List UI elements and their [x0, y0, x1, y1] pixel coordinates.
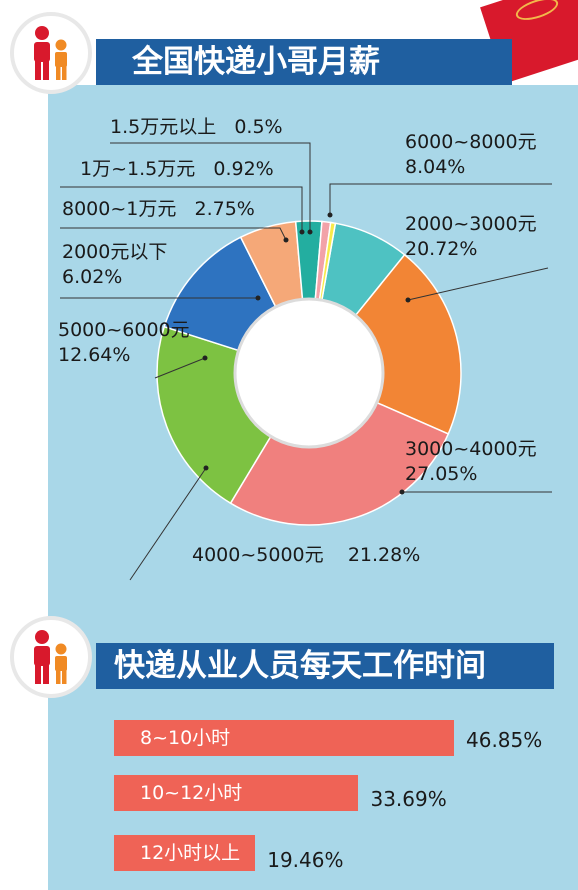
slice-label-0: 6000~8000元 8.04%: [405, 131, 537, 178]
slice-label-7: 1万~1.5万元 0.92%: [80, 158, 274, 180]
people-icon: [34, 26, 67, 80]
section1-title-banner: 全国快递小哥月薪: [96, 39, 512, 85]
bar-label-2: 12小时以上: [140, 842, 241, 864]
bar-12-plus-hours: [114, 835, 256, 871]
bar-8-10-hours: [114, 720, 454, 756]
section2-badge: [10, 616, 92, 698]
slice-label-3: 4000~5000元 21.28%: [192, 544, 421, 566]
section1-title: 全国快递小哥月薪: [132, 44, 380, 80]
section2-title: 快递从业人员每天工作时间: [114, 648, 486, 684]
leader-dot-4: [202, 355, 208, 361]
bar-10-12-hours: [114, 775, 359, 811]
slice-label-6: 8000~1万元 2.75%: [62, 198, 255, 220]
leader-dot-1: [405, 297, 411, 303]
leader-line-0: [329, 183, 552, 215]
slice-label-4: 5000~6000元 12.64%: [58, 319, 190, 366]
leader-line-3: [129, 467, 207, 581]
leader-dot-8: [307, 229, 313, 235]
leader-line-4: [154, 357, 206, 379]
leader-dot-3: [203, 465, 209, 471]
bar-label-0: 8~10小时: [140, 727, 231, 749]
slice-label-2: 3000~4000元 27.05%: [405, 438, 537, 485]
bar-value-0: 46.85%: [466, 728, 543, 752]
leader-line-8: [110, 142, 311, 232]
slice-label-1: 2000~3000元 20.72%: [405, 213, 537, 260]
people-icon: [34, 630, 67, 684]
leader-line-6: [60, 227, 287, 241]
section1-badge: [10, 12, 92, 94]
bar-value-2: 19.46%: [267, 848, 344, 872]
slice-label-8: 1.5万元以上 0.5%: [110, 116, 283, 138]
section2-title-banner: 快递从业人员每天工作时间: [96, 643, 554, 689]
bar-label-1: 10~12小时: [140, 782, 243, 804]
leader-line-1: [407, 267, 549, 301]
slice-label-5: 2000元以下 6.02%: [62, 241, 168, 288]
leader-dot-5: [255, 295, 261, 301]
leader-dot-6: [283, 237, 289, 243]
leader-line-7: [60, 186, 303, 232]
leader-dot-7: [299, 229, 305, 235]
leader-dot-2: [399, 489, 405, 495]
donut-hole: [233, 297, 385, 449]
bar-value-1: 33.69%: [370, 787, 447, 811]
leader-dot-0: [327, 212, 333, 218]
